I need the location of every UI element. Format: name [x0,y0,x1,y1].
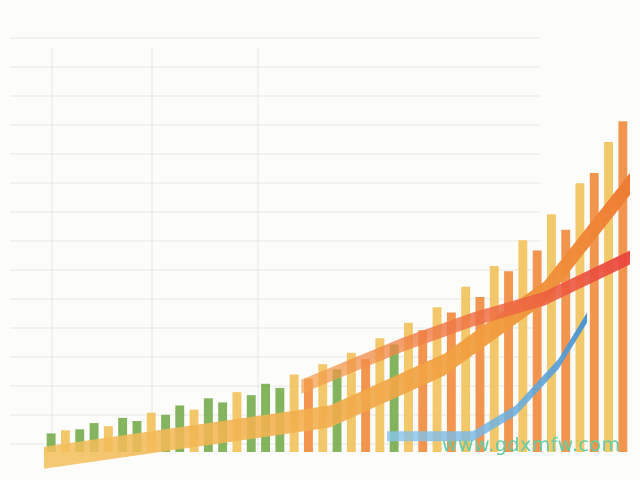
bar [61,430,70,452]
bar [118,417,128,452]
bar [475,297,485,452]
bar [561,229,571,452]
bar [489,266,499,452]
bar [75,429,85,452]
bar [432,307,442,452]
bar [518,240,528,452]
bar [547,214,556,452]
trend-band [387,312,588,442]
trend-band [44,173,630,469]
bar [89,423,99,452]
bar [532,250,542,452]
bar [46,433,56,452]
bar [504,271,513,452]
trend-areas [44,173,630,469]
bar [618,121,628,453]
bar [575,183,585,453]
watermark-text: www.gdxmfw.com [442,434,621,456]
bar [461,286,471,452]
gridlines [10,37,540,452]
bar [589,173,599,452]
bar [446,312,456,452]
bar [418,330,428,452]
bar [604,142,613,452]
trend-band [301,250,630,394]
